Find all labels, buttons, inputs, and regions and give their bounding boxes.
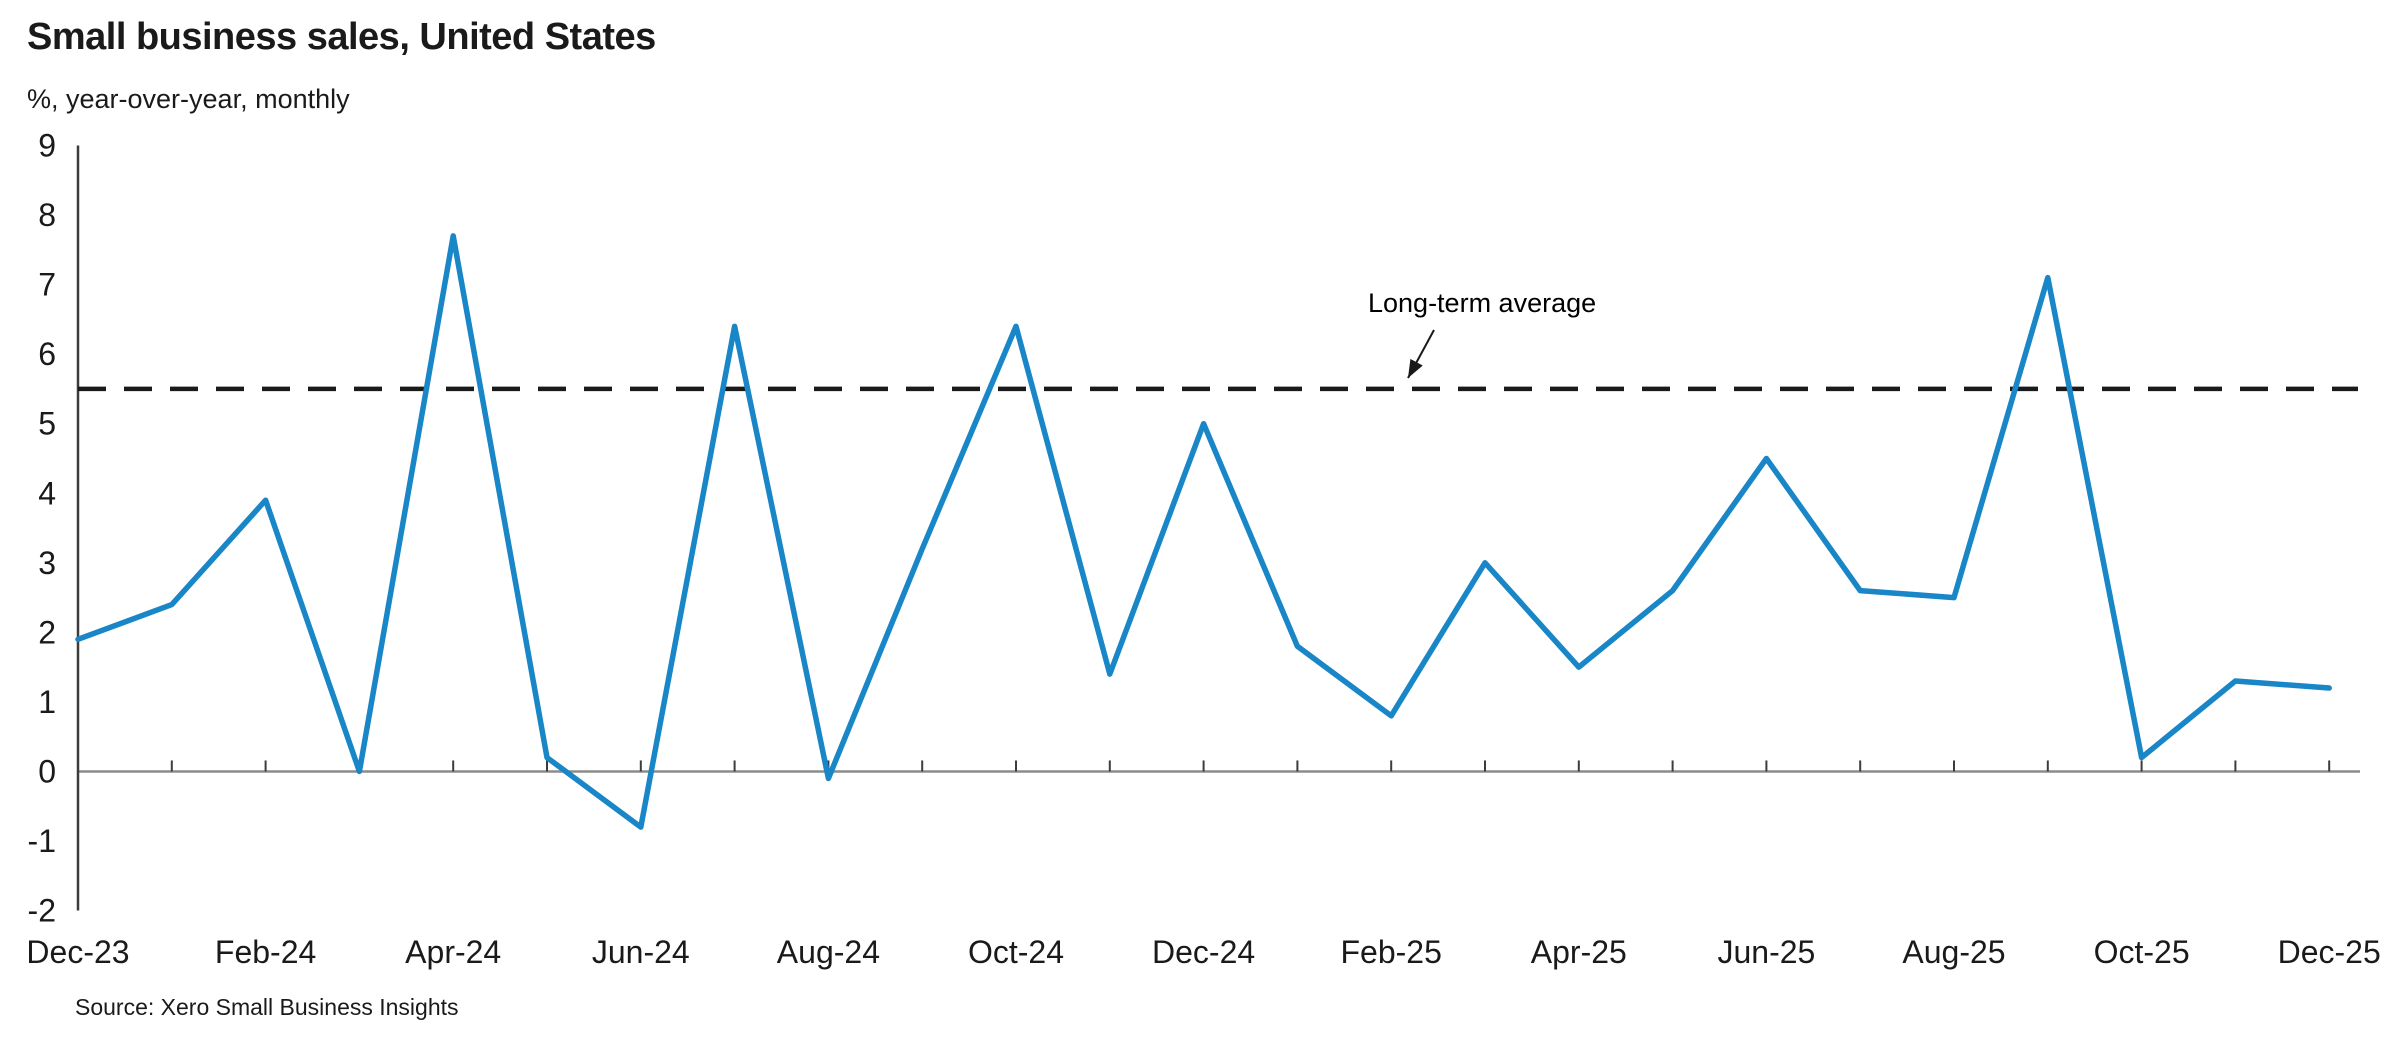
x-tick-label: Jun-25 <box>1717 934 1815 970</box>
annotation-arrow <box>1407 329 1435 379</box>
sales-series-line <box>75 233 2332 830</box>
x-tick-label: Apr-25 <box>1531 934 1627 970</box>
x-tick-label: Oct-24 <box>968 934 1064 970</box>
x-tick-label: Feb-25 <box>1341 934 1442 970</box>
y-tick-label: -1 <box>28 823 56 859</box>
x-tick-label: Aug-25 <box>1902 934 2005 970</box>
y-tick-label: 1 <box>38 684 56 720</box>
chart-title: Small business sales, United States <box>27 16 656 58</box>
source-note: Source: Xero Small Business Insights <box>75 994 459 1020</box>
y-tick-label: 0 <box>38 753 56 789</box>
y-tick-label: 2 <box>38 614 56 650</box>
y-tick-label: 5 <box>38 406 56 442</box>
long-term-average-label: Long-term average <box>1368 288 1597 318</box>
y-tick-label: 7 <box>38 267 56 303</box>
sales-line <box>75 233 2332 830</box>
axis-labels: 9 8 7 6 5 4 3 2 1 0 -1 -2 Dec-23 Feb-24 Apr-24 Jun-24 Au… <box>26 128 2380 971</box>
x-tick-label: Aug-24 <box>777 934 880 970</box>
annotation-arrow-line <box>1407 329 1435 379</box>
x-tick-label: Dec-25 <box>2278 934 2381 970</box>
x-tick-label: Dec-23 <box>26 934 129 970</box>
y-tick-label: -2 <box>28 893 56 929</box>
x-tick-label: Oct-25 <box>2094 934 2190 970</box>
y-tick-label: 8 <box>38 197 56 233</box>
y-tick-label: 3 <box>38 545 56 581</box>
y-tick-label: 9 <box>38 128 56 164</box>
x-tick-label: Dec-24 <box>1152 934 1255 970</box>
y-tick-label: 6 <box>38 336 56 372</box>
x-tick-label: Jun-24 <box>592 934 690 970</box>
x-tick-label: Feb-24 <box>215 934 316 970</box>
chart-subtitle: %, year-over-year, monthly <box>27 84 350 114</box>
axes <box>76 145 2360 911</box>
y-tick-label: 4 <box>38 475 56 511</box>
x-tick-label: Apr-24 <box>405 934 501 970</box>
